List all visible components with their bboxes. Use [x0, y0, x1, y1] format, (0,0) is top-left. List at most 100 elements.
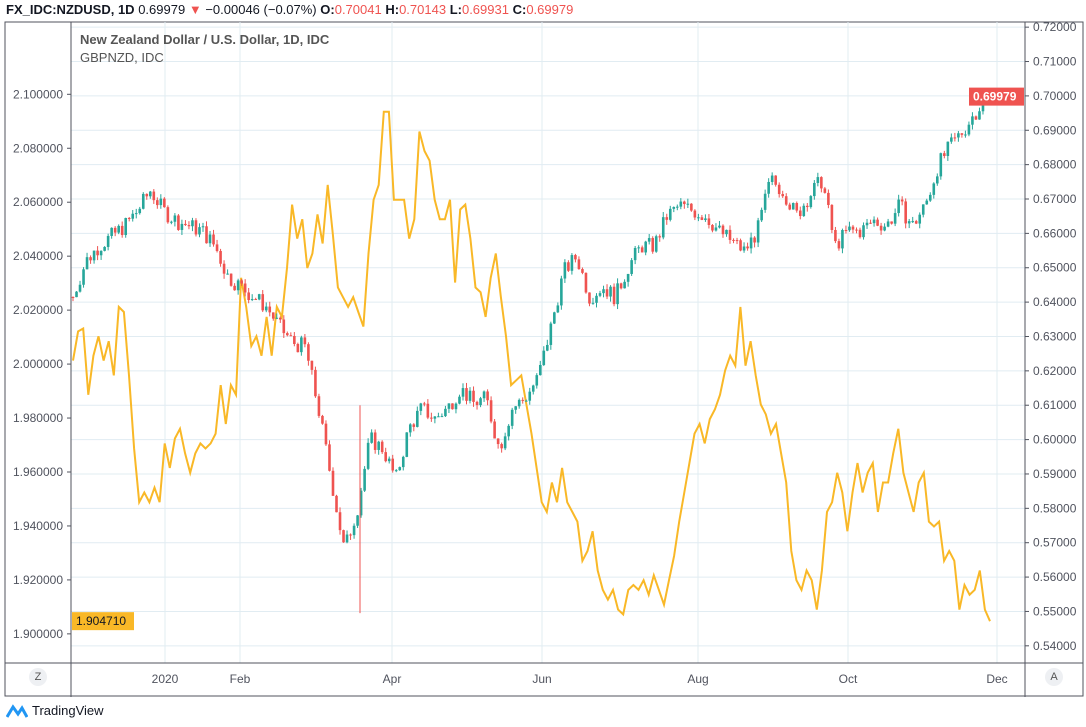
candle-body	[577, 259, 581, 270]
candle-body	[184, 223, 187, 226]
symbol-header: FX_IDC:NZDUSD, 1D 0.69979 ▼ −0.00046 (−0…	[6, 2, 573, 17]
candle-body	[921, 204, 925, 215]
candle-body	[510, 409, 514, 426]
candle-body	[584, 272, 588, 293]
candle-body	[907, 221, 911, 224]
candle-body	[152, 191, 156, 201]
candle-body	[486, 391, 489, 401]
brand-name: TradingView	[32, 703, 104, 718]
candle-body	[236, 280, 240, 291]
candle-body	[314, 369, 317, 397]
candle-body	[935, 176, 939, 184]
candle-body	[489, 400, 493, 422]
candle-body	[974, 116, 978, 120]
candle-body	[746, 246, 749, 249]
candle-body	[851, 226, 855, 230]
candle-body	[148, 191, 152, 197]
candle-body	[546, 344, 549, 351]
candle-body	[721, 225, 725, 235]
candle-body	[834, 229, 837, 242]
candle-body	[261, 294, 265, 311]
candle-body	[672, 207, 676, 209]
candle-body	[328, 444, 331, 471]
candle-body	[110, 227, 113, 236]
candle-body	[858, 229, 862, 238]
candle-body	[798, 210, 802, 217]
close-label: C:	[512, 2, 527, 17]
candle-body	[581, 269, 584, 273]
candle-body	[191, 220, 194, 227]
right-axis-label: 0.64000	[1033, 295, 1077, 309]
chart-legend: New Zealand Dollar / U.S. Dollar, 1D, ID…	[80, 32, 329, 65]
candle-body	[482, 391, 486, 399]
candle-body	[827, 192, 830, 205]
candle-body	[370, 432, 373, 443]
candle-body	[900, 199, 904, 202]
candle-body	[166, 207, 170, 223]
candle-body	[177, 215, 180, 230]
candle-body	[813, 182, 816, 197]
candle-body	[412, 424, 416, 427]
candle-body	[686, 203, 690, 205]
candle-body	[560, 278, 563, 306]
left-axis-label: 1.960000	[13, 465, 63, 479]
candle-body	[345, 534, 349, 543]
candle-body	[507, 425, 510, 437]
candle-body	[250, 299, 254, 301]
candle-body	[408, 424, 412, 433]
candle-body	[542, 350, 546, 365]
candle-body	[416, 410, 419, 427]
left-axis-label: 2.040000	[13, 249, 63, 263]
candle-body	[282, 319, 286, 334]
candle-body	[567, 262, 570, 271]
candle-body	[180, 223, 184, 230]
candle-body	[303, 337, 307, 345]
candle-body	[430, 417, 433, 419]
candle-body	[647, 238, 651, 242]
candle-body	[461, 388, 465, 397]
x-tick-label: Aug	[687, 672, 708, 686]
candle-body	[503, 436, 507, 449]
candle-body	[271, 312, 275, 319]
candle-body	[855, 229, 858, 231]
candle-body	[447, 403, 451, 409]
candle-body	[377, 441, 380, 450]
gbpnzd-line	[72, 110, 991, 622]
down-arrow-icon: ▼	[188, 2, 202, 17]
left-axis-label: 2.020000	[13, 303, 63, 317]
candle-body	[433, 416, 437, 419]
candle-body	[595, 295, 598, 303]
candle-body	[697, 217, 700, 219]
candle-body	[981, 100, 985, 112]
candle-body	[911, 221, 915, 223]
candle-body	[465, 388, 468, 401]
candle-body	[212, 234, 215, 245]
left-axis-label: 1.900000	[13, 627, 63, 641]
tradingview-logo[interactable]: TradingView	[6, 703, 104, 718]
candle-body	[493, 421, 496, 439]
candle-body	[131, 213, 135, 219]
candle-body	[770, 175, 774, 182]
candle-body	[690, 203, 693, 211]
candle-body	[964, 134, 967, 136]
last-price: 0.69979	[138, 2, 186, 17]
candle-body	[728, 229, 732, 240]
candle-body	[366, 442, 370, 469]
candle-body	[820, 177, 823, 189]
auto-scale-button[interactable]: A	[1045, 668, 1063, 686]
candle-body	[317, 396, 321, 416]
candle-body	[918, 214, 922, 224]
left-scale-button[interactable]: Z	[29, 668, 47, 686]
candle-body	[524, 400, 528, 402]
candle-body	[531, 385, 535, 392]
candle-body	[704, 218, 707, 220]
candle-body	[78, 284, 82, 292]
candle-body	[405, 432, 409, 457]
candle-body	[574, 255, 577, 260]
candle-body	[278, 317, 282, 320]
left-axis-label: 2.060000	[13, 195, 63, 209]
candle-body	[777, 184, 781, 195]
candle-body	[268, 306, 272, 313]
